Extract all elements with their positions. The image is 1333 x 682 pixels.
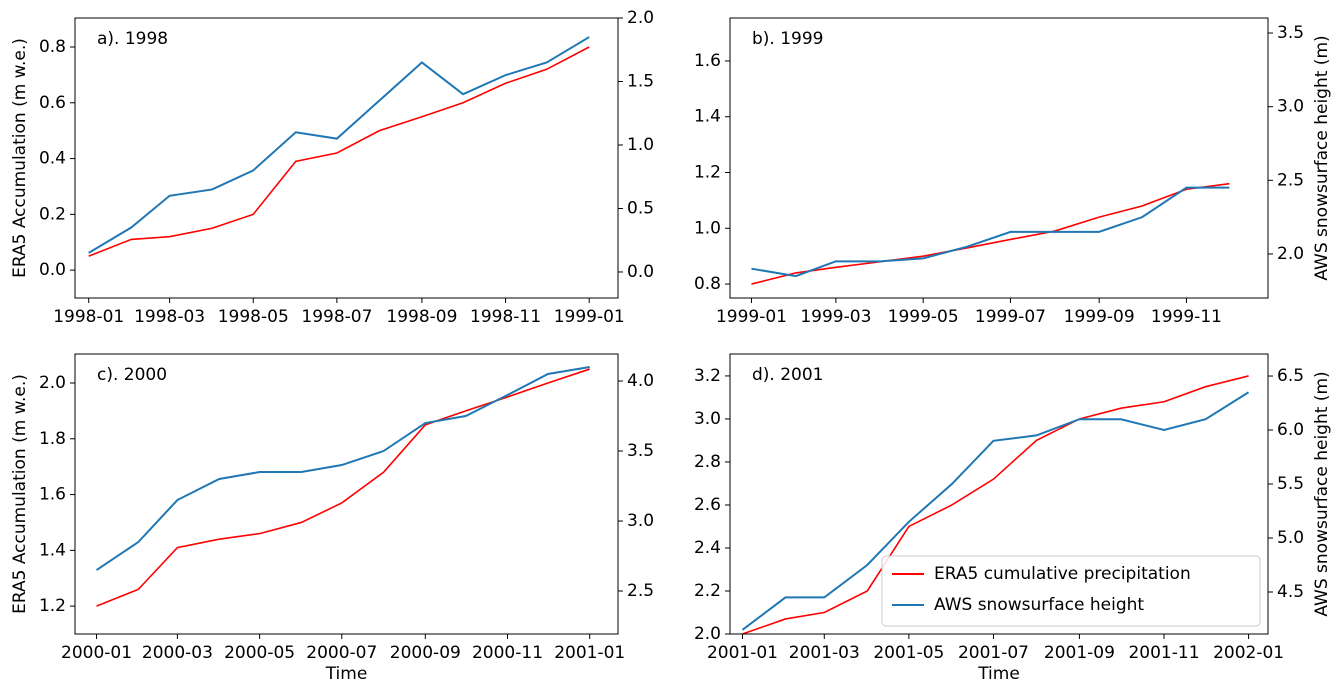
x-tick-label: 1998-05: [218, 307, 289, 327]
x-tick-label: 2001-07: [958, 643, 1029, 663]
y2-tick-label: 4.0: [627, 371, 654, 391]
y2-axis-label: AWS snowsurface height (m): [1312, 371, 1332, 616]
y-tick-label: 0.2: [39, 204, 66, 224]
y2-tick-label: 6.0: [1277, 420, 1304, 440]
legend-label: ERA5 cumulative precipitation: [934, 564, 1191, 584]
y2-tick-label: 1.0: [627, 135, 654, 155]
x-tick-label: 2000-03: [142, 643, 213, 663]
y-tick-label: 1.2: [694, 163, 721, 183]
x-tick-label: 1999-03: [800, 307, 871, 327]
y-tick-label: 1.6: [694, 51, 721, 71]
x-axis-label: Time: [325, 664, 368, 682]
x-tick-label: 2001-01: [554, 643, 625, 663]
series-line: [96, 368, 590, 607]
axes-frame: [74, 17, 619, 299]
axes-frame: [729, 353, 1269, 635]
subplot: 1998-01 1998-03 1998-05 1998-07 1998-09 1998-…: [10, 8, 654, 327]
y-tick-label: 2.4: [694, 538, 721, 558]
y2-tick-label: 2.0: [627, 8, 654, 28]
panel-label: a). 1998: [97, 29, 168, 49]
y-tick-label: 1.4: [39, 540, 66, 560]
x-tick-label: 2000-01: [61, 643, 132, 663]
legend: ERA5 cumulative precipitation AWS snowsur…: [881, 555, 1261, 627]
y2-tick-label: 4.5: [1277, 582, 1304, 602]
x-tick-label: 1999-07: [975, 307, 1046, 327]
y2-tick-label: 2.5: [627, 581, 654, 601]
y-axis-label: ERA5 Accumulation (m w.e.): [10, 374, 30, 614]
series-line: [96, 366, 590, 571]
y2-tick-label: 5.5: [1277, 474, 1304, 494]
series-line: [88, 36, 590, 254]
x-tick-label: 2001-09: [1044, 643, 1115, 663]
x-tick-label: 2002-01: [1213, 643, 1284, 663]
legend-label: AWS snowsurface height: [934, 595, 1144, 615]
x-tick-label: 1998-01: [53, 307, 124, 327]
y2-tick-label: 6.5: [1277, 366, 1304, 386]
legend-box: [881, 555, 1261, 627]
x-tick-label: 2000-05: [224, 643, 295, 663]
x-tick-label: 1998-03: [134, 307, 205, 327]
x-tick-label: 2001-05: [873, 643, 944, 663]
y-tick-label: 0.8: [39, 37, 66, 57]
y-tick-label: 3.2: [694, 366, 721, 386]
axes-frame: [729, 17, 1269, 299]
y-tick-label: 1.4: [694, 107, 721, 127]
y-tick-label: 1.2: [39, 596, 66, 616]
y-axis-label: ERA5 Accumulation (m w.e.): [10, 38, 30, 278]
x-tick-label: 2000-09: [390, 643, 461, 663]
y2-tick-label: 3.5: [1277, 23, 1304, 43]
series-line: [88, 46, 590, 257]
axes-frame: [74, 353, 619, 635]
y-tick-label: 1.8: [39, 429, 66, 449]
y-tick-label: 2.0: [39, 373, 66, 393]
panel-label: b). 1999: [752, 29, 824, 49]
x-tick-label: 2001-11: [1128, 643, 1199, 663]
y2-tick-label: 2.0: [1277, 244, 1304, 264]
panel-label: d). 2001: [752, 365, 824, 385]
y2-tick-label: 5.0: [1277, 528, 1304, 548]
y-tick-label: 0.0: [39, 260, 66, 280]
y2-tick-label: 3.0: [1277, 97, 1304, 117]
x-tick-label: 2001-03: [789, 643, 860, 663]
subplot: 2001-01 2001-03 2001-05 2001-07 2001-09 2001-…: [694, 353, 1332, 682]
y-tick-label: 1.6: [39, 485, 66, 505]
y-tick-label: 2.8: [694, 452, 721, 472]
y2-axis-label: AWS snowsurface height (m): [1312, 35, 1332, 280]
y-tick-label: 2.6: [694, 495, 721, 515]
x-tick-label: 2000-07: [306, 643, 377, 663]
x-tick-label: 1999-05: [888, 307, 959, 327]
y2-tick-label: 2.5: [1277, 170, 1304, 190]
y-tick-label: 0.6: [39, 93, 66, 113]
y-tick-label: 2.2: [694, 581, 721, 601]
x-tick-label: 1998-11: [470, 307, 541, 327]
subplot: 2000-01 2000-03 2000-05 2000-07 2000-09 2000-…: [10, 353, 654, 682]
y2-tick-label: 3.5: [627, 441, 654, 461]
y-tick-label: 0.4: [39, 149, 66, 169]
x-tick-label: 2000-11: [472, 643, 543, 663]
x-tick-label: 2001-01: [707, 643, 778, 663]
y2-tick-label: 0.0: [627, 262, 654, 282]
y-tick-label: 3.0: [694, 409, 721, 429]
y-tick-label: 0.8: [694, 274, 721, 294]
panel-label: c). 2000: [97, 365, 167, 385]
x-tick-label: 1999-01: [554, 307, 625, 327]
series-line: [751, 182, 1230, 285]
series-line: [741, 391, 1250, 631]
x-axis-label: Time: [977, 664, 1020, 682]
y2-tick-label: 1.5: [627, 71, 654, 91]
x-tick-label: 1998-07: [301, 307, 372, 327]
series-line: [742, 375, 1249, 634]
x-tick-label: 1998-09: [386, 307, 457, 327]
y2-tick-label: 0.5: [627, 198, 654, 218]
x-tick-label: 1999-09: [1064, 307, 1135, 327]
y2-tick-label: 3.0: [627, 511, 654, 531]
series-line: [751, 186, 1230, 278]
x-tick-label: 1999-01: [716, 307, 787, 327]
x-tick-label: 1999-11: [1151, 307, 1222, 327]
y-tick-label: 1.0: [694, 218, 721, 238]
subplot: 1999-01 1999-03 1999-05 1999-07 1999-09 1999-…: [694, 17, 1332, 327]
y-tick-label: 2.0: [694, 624, 721, 644]
